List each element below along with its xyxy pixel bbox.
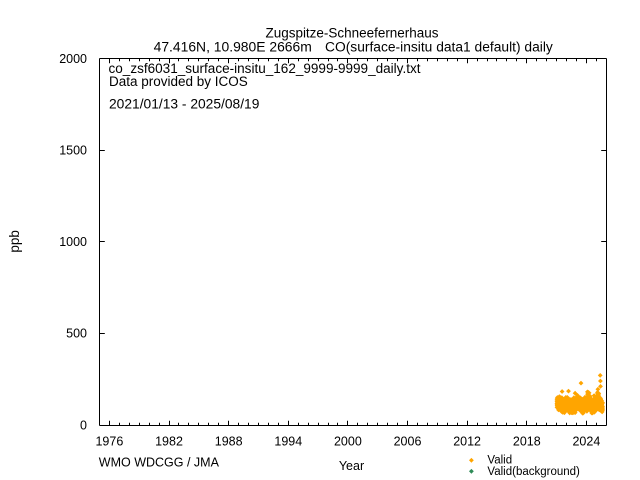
svg-text:1500: 1500 xyxy=(59,144,87,158)
svg-text:2000: 2000 xyxy=(59,52,87,66)
svg-text:Year: Year xyxy=(339,459,364,473)
svg-text:2021/01/13 - 2025/08/19: 2021/01/13 - 2025/08/19 xyxy=(109,97,259,112)
svg-text:ppb: ppb xyxy=(7,230,22,253)
svg-text:500: 500 xyxy=(66,327,87,341)
svg-text:2012: 2012 xyxy=(453,434,481,448)
svg-text:0: 0 xyxy=(80,418,87,432)
svg-text:Valid: Valid xyxy=(487,455,512,467)
svg-text:2018: 2018 xyxy=(513,434,541,448)
svg-text:CO(surface-insitu data1 defaul: CO(surface-insitu data1 default) daily xyxy=(325,39,553,54)
svg-text:1994: 1994 xyxy=(274,434,302,448)
svg-text:2006: 2006 xyxy=(394,434,422,448)
svg-text:1000: 1000 xyxy=(59,235,87,249)
svg-text:Data provided by ICOS: Data provided by ICOS xyxy=(109,74,248,89)
svg-text:1976: 1976 xyxy=(95,434,123,448)
svg-text:1988: 1988 xyxy=(215,434,243,448)
svg-text:2000: 2000 xyxy=(334,434,362,448)
svg-text:2024: 2024 xyxy=(572,434,600,448)
svg-text:co_zsf6031_surface-insitu_162_: co_zsf6031_surface-insitu_162_9999-9999_… xyxy=(109,61,421,76)
svg-text:Zugspitze-Schneefernerhaus: Zugspitze-Schneefernerhaus xyxy=(266,26,439,41)
svg-text:1982: 1982 xyxy=(155,434,183,448)
svg-text:47.416N, 10.980E 2666m: 47.416N, 10.980E 2666m xyxy=(154,39,312,54)
svg-text:WMO WDCGG / JMA: WMO WDCGG / JMA xyxy=(99,455,220,469)
svg-text:Valid(background): Valid(background) xyxy=(487,466,580,478)
